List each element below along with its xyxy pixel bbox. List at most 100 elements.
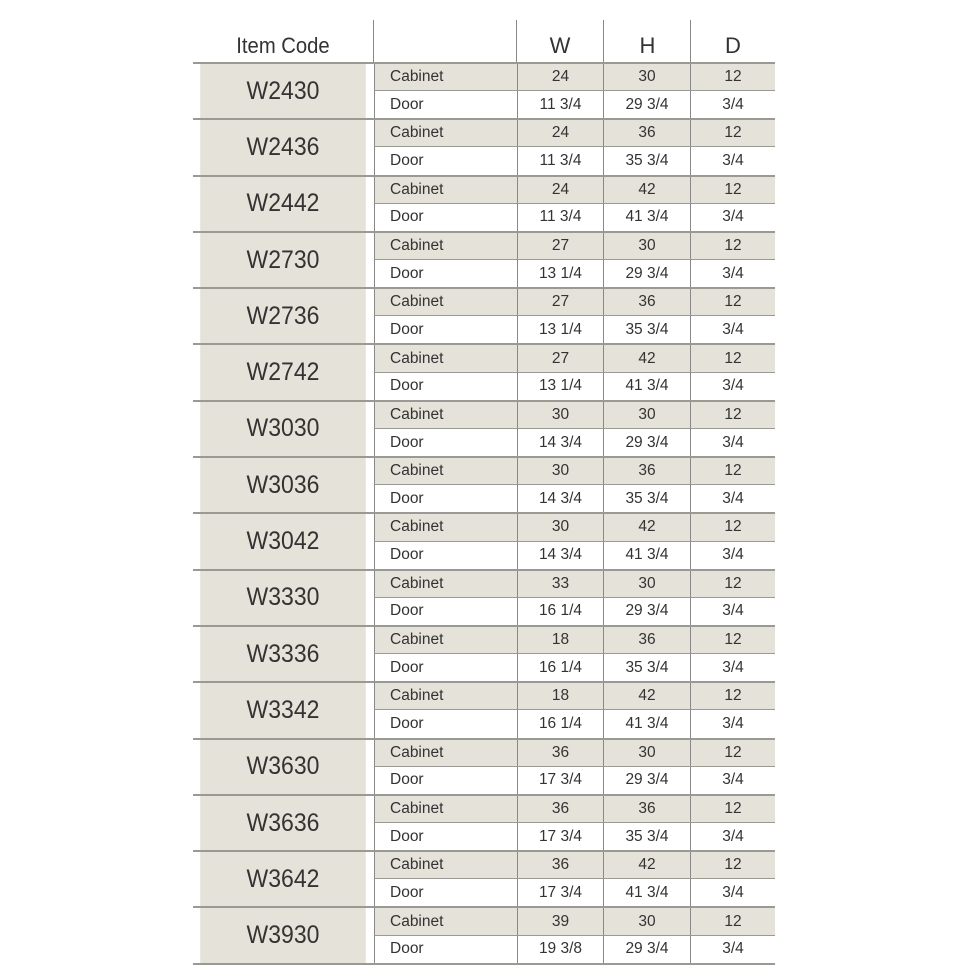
- table-row: W2442 Cabinet 24 42 12 Door 11 3/4 41 3/…: [193, 174, 775, 231]
- table-row: W3642 Cabinet 36 42 12 Door 17 3/4 41 3/…: [193, 850, 775, 907]
- table-row: W2730 Cabinet 27 30 12 Door 13 1/4 29 3/…: [193, 230, 775, 288]
- item-code: W3636: [200, 795, 366, 851]
- cabinet-row: Cabinet 24 42 12: [374, 176, 775, 204]
- width-cell: 36: [517, 852, 603, 879]
- table-row: W3042 Cabinet 30 42 12 Door 14 3/4 41 3/…: [193, 512, 775, 569]
- table-row: W3630 Cabinet 36 30 12 Door 17 3/4 29 3/…: [193, 737, 775, 794]
- row-label: Door: [374, 654, 517, 682]
- depth-cell: 3/4: [690, 147, 775, 175]
- cabinet-row: Cabinet 18 36 12: [374, 626, 775, 655]
- width-cell: 24: [517, 120, 603, 147]
- row-label: Cabinet: [374, 683, 517, 710]
- divider: [516, 20, 517, 62]
- door-row: Door 13 1/4 29 3/4 3/4: [374, 260, 775, 288]
- table-row: W2430 Cabinet 24 30 12 Door 11 3/4 29 3/…: [193, 62, 775, 119]
- depth-cell: 12: [690, 458, 775, 485]
- door-row: Door 11 3/4 35 3/4 3/4: [374, 147, 775, 175]
- cabinet-row: Cabinet 30 42 12: [374, 514, 775, 542]
- height-cell: 41 3/4: [603, 710, 690, 738]
- row-label: Door: [374, 203, 517, 231]
- depth-cell: 3/4: [690, 823, 775, 851]
- height-cell: 36: [603, 795, 690, 822]
- row-label: Cabinet: [374, 795, 517, 822]
- table-row: W3030 Cabinet 30 30 12 Door 14 3/4 29 3/…: [193, 399, 775, 457]
- door-row: Door 17 3/4 41 3/4 3/4: [374, 879, 775, 907]
- cabinet-row: Cabinet 36 36 12: [374, 795, 775, 823]
- height-cell: 35 3/4: [603, 654, 690, 682]
- depth-cell: 3/4: [690, 766, 775, 794]
- depth-cell: 3/4: [690, 597, 775, 625]
- height-cell: 42: [603, 852, 690, 879]
- height-cell: 35 3/4: [603, 823, 690, 851]
- width-cell: 17 3/4: [517, 823, 603, 851]
- row-label: Door: [374, 879, 517, 907]
- item-code: W3036: [200, 458, 366, 513]
- table-row: W2436 Cabinet 24 36 12 Door 11 3/4 35 3/…: [193, 118, 775, 175]
- cabinet-row: Cabinet 27 36 12: [374, 289, 775, 317]
- height-cell: 41 3/4: [603, 879, 690, 907]
- item-code: W3642: [200, 852, 366, 907]
- table-body: W2430 Cabinet 24 30 12 Door 11 3/4 29 3/…: [193, 62, 775, 963]
- width-cell: 24: [517, 64, 603, 91]
- width-cell: 27: [517, 289, 603, 316]
- item-code: W3330: [200, 570, 366, 625]
- table-row: W3036 Cabinet 30 36 12 Door 14 3/4 35 3/…: [193, 456, 775, 513]
- depth-cell: 3/4: [690, 710, 775, 738]
- height-cell: 36: [603, 458, 690, 485]
- row-label: Door: [374, 91, 517, 119]
- row-label: Cabinet: [374, 176, 517, 203]
- height-cell: 29 3/4: [603, 260, 690, 288]
- width-cell: 30: [517, 458, 603, 485]
- door-row: Door 13 1/4 35 3/4 3/4: [374, 316, 775, 344]
- height-cell: 36: [603, 120, 690, 147]
- row-label: Cabinet: [374, 739, 517, 766]
- width-cell: 14 3/4: [517, 428, 603, 457]
- dimensions-table: Item Code W H D W2430 Cabinet 24 30 12 D…: [193, 20, 775, 965]
- item-code: W3042: [200, 514, 366, 569]
- height-cell: 29 3/4: [603, 428, 690, 457]
- depth-cell: 12: [690, 514, 775, 541]
- row-label: Cabinet: [374, 345, 517, 372]
- depth-cell: 3/4: [690, 372, 775, 400]
- item-code: W2430: [200, 64, 366, 119]
- depth-cell: 3/4: [690, 316, 775, 344]
- height-cell: 41 3/4: [603, 372, 690, 400]
- height-cell: 29 3/4: [603, 766, 690, 794]
- depth-cell: 12: [690, 345, 775, 372]
- header-d: D: [725, 33, 741, 58]
- height-cell: 42: [603, 176, 690, 203]
- door-row: Door 11 3/4 29 3/4 3/4: [374, 91, 775, 119]
- height-cell: 30: [603, 570, 690, 597]
- depth-cell: 3/4: [690, 203, 775, 231]
- height-cell: 42: [603, 514, 690, 541]
- cabinet-row: Cabinet 27 30 12: [374, 232, 775, 261]
- width-cell: 18: [517, 683, 603, 710]
- table-row: W3636 Cabinet 36 36 12 Door 17 3/4 35 3/…: [193, 793, 775, 851]
- cabinet-row: Cabinet 30 36 12: [374, 458, 775, 486]
- depth-cell: 12: [690, 120, 775, 147]
- divider: [193, 962, 775, 965]
- width-cell: 13 1/4: [517, 316, 603, 344]
- depth-cell: 3/4: [690, 91, 775, 119]
- depth-cell: 3/4: [690, 485, 775, 513]
- row-label: Cabinet: [374, 289, 517, 316]
- item-code: W3336: [200, 626, 366, 682]
- width-cell: 11 3/4: [517, 203, 603, 231]
- cabinet-row: Cabinet 24 36 12: [374, 120, 775, 148]
- width-cell: 33: [517, 570, 603, 597]
- row-label: Cabinet: [374, 908, 517, 935]
- door-row: Door 16 1/4 35 3/4 3/4: [374, 654, 775, 682]
- depth-cell: 12: [690, 289, 775, 316]
- depth-cell: 12: [690, 795, 775, 822]
- depth-cell: 12: [690, 626, 775, 654]
- width-cell: 19 3/8: [517, 935, 603, 963]
- cabinet-row: Cabinet 33 30 12: [374, 570, 775, 598]
- item-code: W2442: [200, 176, 366, 231]
- cabinet-row: Cabinet 27 42 12: [374, 345, 775, 373]
- height-cell: 35 3/4: [603, 316, 690, 344]
- depth-cell: 12: [690, 570, 775, 597]
- divider: [690, 20, 691, 62]
- depth-cell: 3/4: [690, 879, 775, 907]
- table-row: W2736 Cabinet 27 36 12 Door 13 1/4 35 3/…: [193, 287, 775, 344]
- table-row: W3930 Cabinet 39 30 12 Door 19 3/8 29 3/…: [193, 906, 775, 963]
